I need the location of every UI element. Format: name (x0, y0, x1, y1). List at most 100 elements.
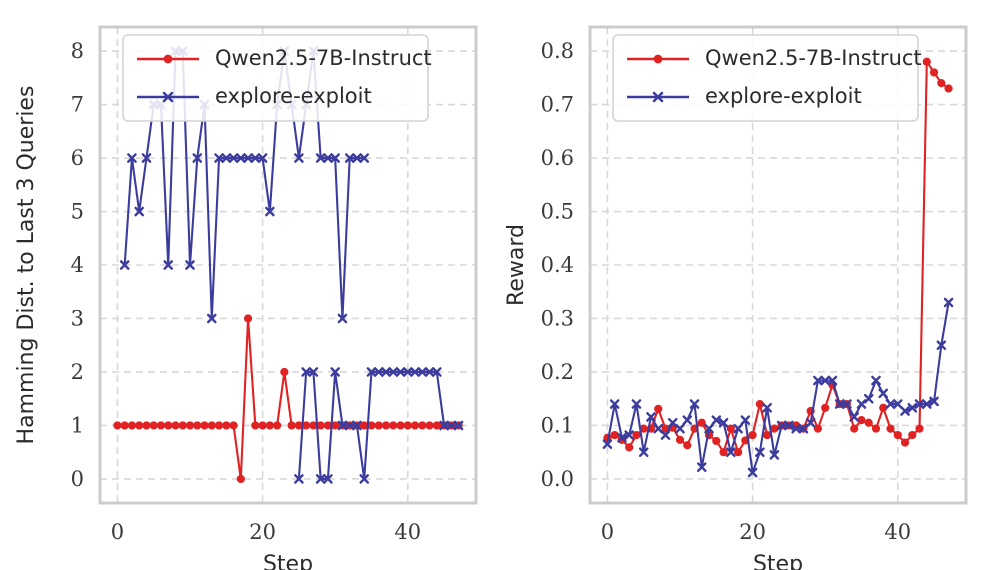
data-point-marker (164, 421, 173, 430)
data-point-marker (163, 260, 174, 270)
data-point-marker (718, 417, 729, 428)
data-point-marker (704, 423, 714, 434)
data-point-marker (943, 297, 954, 308)
data-point-marker (250, 153, 261, 163)
data-point-marker (366, 367, 377, 377)
x-tick-label: 40 (884, 520, 911, 544)
data-point-marker (221, 153, 232, 163)
data-point-marker (251, 421, 260, 430)
data-point-marker (337, 313, 348, 324)
chart-panel-reward: 0 20 40 0.0 0.1 0.2 0.3 0.4 0.5 0.6 0.7 0.8 Step Rewa… (498, 0, 996, 570)
y-tick-label: 0.3 (541, 306, 574, 330)
data-point-marker (944, 84, 953, 93)
data-point-marker (660, 430, 671, 440)
hamming-distance-plot: 0 20 40 0 1 2 3 4 5 6 7 8 Step Hamming Dist. to Last … (14, 25, 478, 570)
legend-marker-x-icon (162, 91, 174, 103)
series-line (123, 50, 365, 320)
data-point-marker (395, 367, 406, 377)
y-tick-label: 0.2 (541, 360, 574, 384)
data-point-marker (929, 68, 939, 77)
data-point-marker (784, 420, 794, 431)
tick-labels: 0 20 40 0 1 2 3 4 5 6 7 8 (71, 39, 422, 544)
data-point-marker (776, 420, 787, 431)
data-point-marker (733, 448, 743, 457)
data-point-marker (892, 399, 903, 409)
y-tick-label: 0 (71, 467, 84, 491)
data-point-marker (632, 430, 641, 440)
legend: Qwen2.5-7B-Instruct explore-exploit (122, 34, 432, 122)
data-point-marker (373, 367, 384, 377)
data-point-marker (617, 432, 627, 443)
y-tick-label: 0.0 (541, 467, 574, 491)
data-point-marker (770, 424, 779, 433)
data-point-marker (359, 153, 370, 163)
data-point-marker (243, 153, 253, 163)
data-point-marker (726, 424, 735, 433)
data-point-marker (755, 399, 764, 409)
data-point-marker (352, 153, 362, 163)
data-point-marker (265, 206, 275, 217)
data-point-marker (396, 421, 405, 430)
data-point-marker (900, 438, 910, 447)
data-point-marker (439, 420, 449, 431)
legend-box (122, 34, 429, 122)
data-point-marker (654, 404, 663, 413)
data-point-marker (236, 474, 245, 484)
data-point-marker (388, 367, 399, 377)
data-point-marker (682, 415, 693, 425)
data-point-marker (280, 367, 289, 377)
legend-label-1: Qwen2.5-7B-Instruct (215, 46, 432, 70)
data-point-marker (813, 375, 823, 386)
legend-label-2: explore-exploit (705, 84, 862, 108)
data-point-marker (827, 375, 838, 386)
data-point-marker (127, 421, 137, 430)
data-point-marker (805, 417, 816, 428)
data-point-marker (222, 421, 231, 430)
data-point-marker (352, 420, 362, 431)
data-point-marker (265, 421, 274, 430)
x-tick-label: 0 (601, 520, 614, 544)
x-tick-label: 40 (394, 520, 421, 544)
data-point-marker (842, 399, 852, 409)
data-point-marker (719, 448, 728, 457)
data-point-marker (733, 423, 743, 434)
data-point-marker (120, 421, 129, 430)
data-point-marker (675, 423, 685, 434)
data-point-marker (813, 424, 823, 433)
data-point-marker (748, 430, 757, 440)
data-point-marker (367, 421, 376, 430)
data-point-marker (302, 421, 311, 430)
data-point-marker (337, 420, 348, 431)
data-point-marker (200, 421, 209, 430)
data-point-marker (344, 153, 355, 163)
data-point-marker (863, 393, 874, 404)
data-point-marker (878, 388, 889, 399)
data-point-marker (323, 474, 333, 484)
y-tick-label: 0.4 (541, 253, 574, 277)
data-point-marker (359, 474, 370, 484)
data-point-marker (127, 153, 137, 163)
data-point-marker (403, 421, 412, 430)
data-point-marker (228, 153, 239, 163)
data-point-marker (625, 443, 634, 452)
data-point-marker (381, 421, 391, 430)
data-point-marker (762, 403, 772, 413)
data-point-marker (834, 399, 845, 409)
y-tick-label: 0.1 (541, 413, 574, 437)
data-point-marker (432, 421, 441, 430)
data-point-marker (798, 423, 809, 434)
data-point-marker (294, 474, 304, 484)
axes-frame (98, 25, 478, 505)
data-point-marker (323, 421, 333, 430)
data-point-marker (871, 424, 881, 433)
data-point-marker (331, 421, 340, 430)
data-point-marker (711, 415, 722, 425)
data-point-marker (402, 367, 413, 377)
tick-labels: 0 20 40 0.0 0.1 0.2 0.3 0.4 0.5 0.6 0.7 0.8 (541, 39, 912, 544)
data-point-marker (178, 421, 187, 430)
x-tick-label: 20 (739, 520, 766, 544)
chart-panel-hamming-distance: 0 20 40 0 1 2 3 4 5 6 7 8 Step Hamming Dist. to Last … (14, 25, 478, 570)
legend-marker-circle-icon (653, 54, 663, 64)
data-point-marker (893, 430, 902, 440)
